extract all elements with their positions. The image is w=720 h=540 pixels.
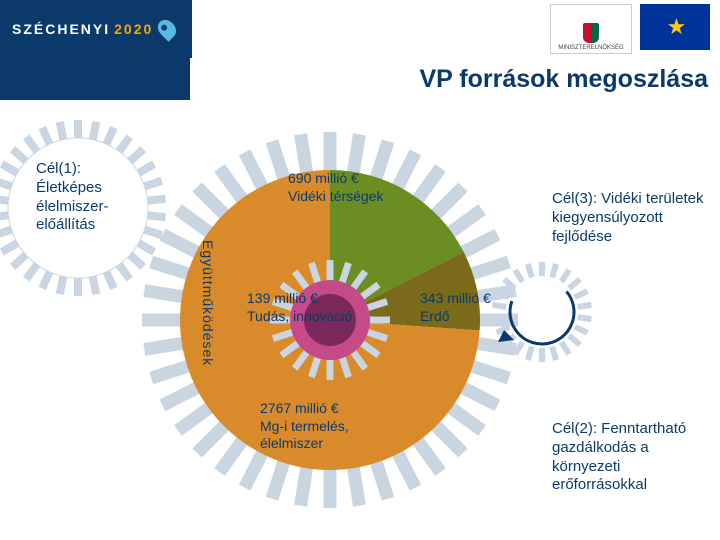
slice-olive-label: 343 millió € Erdő (420, 290, 520, 325)
cel1-label: Cél(1): Életképes élelmiszer-előállítás (36, 160, 136, 235)
slice-hub-amount: 139 millió € (247, 290, 318, 306)
slice-green-label: 690 millió € Vidéki térségek (288, 170, 398, 205)
slice-olive-text: Erdő (420, 308, 450, 324)
slice-hub-text: Tudás, innováció (247, 308, 352, 324)
slice-orange-text: Mg-i termelés, élelmiszer (260, 418, 349, 452)
slice-green-text: Vidéki térségek (288, 188, 383, 204)
slice-green-amount: 690 millió € (288, 170, 359, 186)
slice-orange-label: 2767 millió € Mg-i termelés, élelmiszer (260, 400, 400, 453)
slice-orange-amount: 2767 millió € (260, 400, 339, 416)
cel2-label: Cél(2): Fenntartható gazdálkodás a körny… (552, 420, 712, 495)
slice-hub-label: 139 millió € Tudás, innováció (247, 290, 357, 325)
vertical-label: Együttműködések (200, 240, 216, 400)
cel3-label: Cél(3): Vidéki területek kiegyensúlyozot… (552, 190, 712, 246)
slice-olive-amount: 343 millió € (420, 290, 491, 306)
